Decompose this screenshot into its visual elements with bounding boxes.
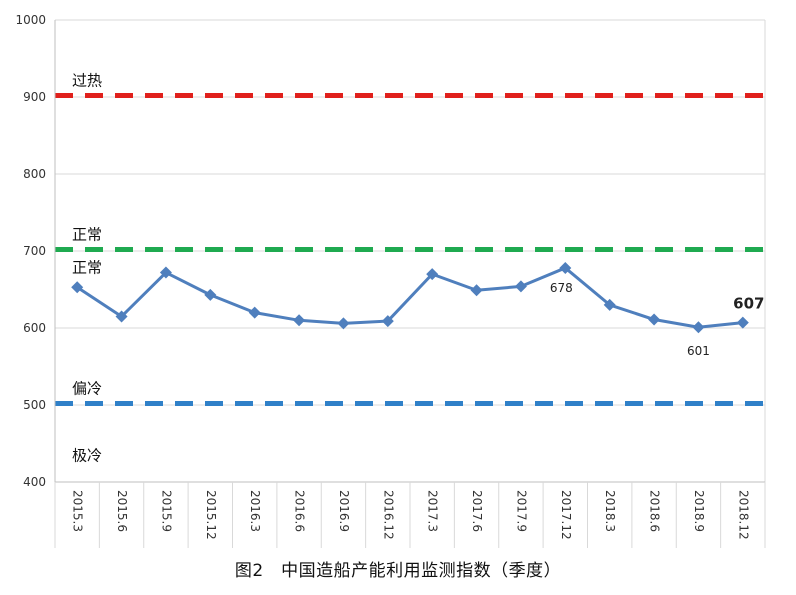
data-point bbox=[692, 321, 705, 334]
data-point bbox=[736, 316, 749, 329]
x-tick-label: 2015.6 bbox=[115, 490, 129, 532]
data-point bbox=[470, 284, 483, 297]
data-point bbox=[159, 266, 172, 279]
series-line bbox=[76, 266, 743, 329]
zone-label: 极冷 bbox=[72, 446, 102, 464]
data-label: 607 bbox=[733, 295, 764, 313]
axes: 400 500 600 700 800 900 1000 2015.3 2015.6 2015.9… bbox=[15, 13, 766, 548]
threshold-label: 过热 bbox=[72, 71, 102, 89]
x-tick-label: 2017.12 bbox=[559, 490, 573, 540]
x-tick-label: 2016.12 bbox=[381, 490, 395, 540]
x-tick-label: 2017.9 bbox=[514, 490, 528, 532]
x-tick-label: 2016.6 bbox=[293, 490, 307, 532]
x-tick-label: 2016.3 bbox=[248, 490, 262, 532]
data-label: 678 bbox=[550, 281, 573, 295]
x-tick-label: 2018.12 bbox=[736, 490, 750, 540]
data-point bbox=[603, 298, 616, 311]
data-point bbox=[426, 268, 439, 281]
data-point bbox=[381, 315, 394, 328]
data-point bbox=[293, 314, 306, 327]
y-tick-label: 800 bbox=[23, 167, 46, 181]
x-tick-label: 2018.9 bbox=[692, 490, 706, 532]
y-tick-label: 400 bbox=[23, 475, 46, 489]
x-tick-label: 2015.9 bbox=[159, 490, 173, 532]
y-tick-label: 500 bbox=[23, 398, 46, 412]
data-point bbox=[71, 281, 84, 294]
zone-label: 正常 bbox=[72, 258, 102, 276]
y-tick-label: 1000 bbox=[15, 13, 46, 27]
data-label: 601 bbox=[687, 344, 710, 358]
threshold-label: 偏冷 bbox=[72, 379, 102, 397]
data-point bbox=[115, 310, 128, 323]
x-tick-label: 2017.3 bbox=[426, 490, 440, 532]
threshold-lines bbox=[55, 92, 769, 406]
data-point bbox=[559, 261, 572, 274]
x-tick-label: 2018.6 bbox=[648, 490, 662, 532]
data-point bbox=[337, 317, 350, 330]
chart-caption: 图2 中国造船产能利用监测指数（季度） bbox=[234, 561, 562, 581]
data-point bbox=[248, 306, 261, 319]
y-tick-label: 900 bbox=[23, 90, 46, 104]
y-tick-label: 700 bbox=[23, 244, 46, 258]
grid-lines bbox=[55, 19, 765, 483]
x-tick-label: 2016.9 bbox=[337, 490, 351, 532]
data-point bbox=[204, 288, 217, 301]
data-point bbox=[648, 313, 661, 326]
series-layer bbox=[71, 261, 749, 334]
data-point bbox=[514, 280, 527, 293]
threshold-label: 正常 bbox=[72, 225, 102, 243]
x-tick-label: 2015.3 bbox=[71, 490, 85, 532]
y-tick-label: 600 bbox=[23, 321, 46, 335]
x-tick-label: 2015.12 bbox=[204, 490, 218, 540]
x-tick-label: 2017.6 bbox=[470, 490, 484, 532]
x-tick-label: 2018.3 bbox=[603, 490, 617, 532]
